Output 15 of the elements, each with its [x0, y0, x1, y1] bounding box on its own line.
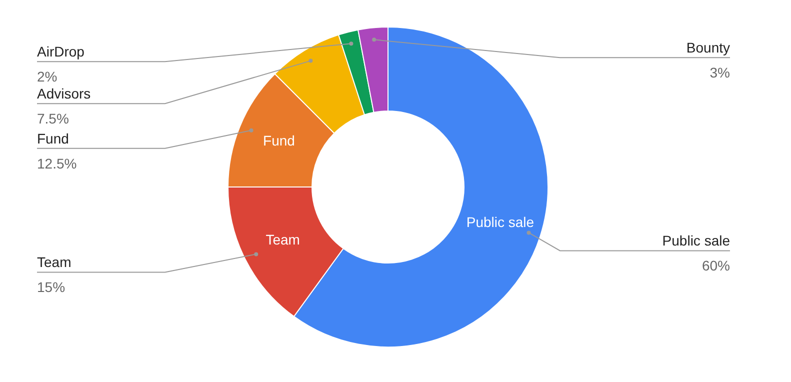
slice-label: Advisors: [37, 86, 91, 102]
slice-label: Fund: [263, 132, 295, 149]
data-label: 15%: [37, 279, 66, 296]
slice-label: Public sale: [662, 232, 730, 249]
slice-label: AirDrop: [37, 44, 85, 60]
data-label: 3%: [710, 64, 730, 81]
data-label: 12.5%: [37, 155, 77, 172]
data-label: 2%: [37, 68, 58, 85]
slice-label: Bounty: [686, 40, 730, 56]
data-label: 7.5%: [37, 110, 69, 127]
slice-label: Fund: [37, 130, 69, 146]
data-label: 60%: [702, 258, 730, 274]
slice-label: Public sale: [466, 214, 534, 230]
slice-label: Team: [37, 254, 72, 270]
slice-label: Team: [266, 231, 300, 248]
